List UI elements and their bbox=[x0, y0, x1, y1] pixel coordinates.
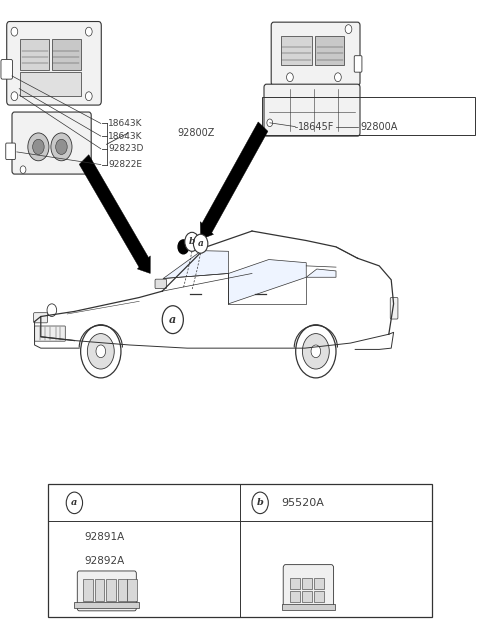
FancyBboxPatch shape bbox=[283, 565, 334, 609]
Text: 18645F: 18645F bbox=[298, 122, 334, 132]
Bar bbox=[74, 602, 139, 608]
Text: b: b bbox=[189, 237, 195, 246]
FancyBboxPatch shape bbox=[34, 313, 48, 323]
Bar bbox=[106, 579, 116, 601]
Circle shape bbox=[267, 119, 273, 127]
Text: a: a bbox=[71, 498, 78, 508]
Polygon shape bbox=[163, 251, 228, 279]
Circle shape bbox=[193, 234, 208, 253]
Circle shape bbox=[33, 139, 44, 154]
Text: 95520A: 95520A bbox=[281, 498, 324, 508]
Polygon shape bbox=[306, 269, 336, 277]
FancyBboxPatch shape bbox=[264, 84, 360, 136]
Circle shape bbox=[51, 133, 72, 161]
Bar bbox=[281, 36, 312, 65]
Circle shape bbox=[20, 166, 26, 173]
Text: a: a bbox=[198, 239, 204, 248]
Bar bbox=[52, 39, 81, 70]
FancyBboxPatch shape bbox=[155, 279, 167, 289]
Circle shape bbox=[178, 240, 189, 254]
Text: a: a bbox=[169, 314, 177, 325]
Text: 92800Z: 92800Z bbox=[178, 128, 215, 138]
Bar bbox=[314, 578, 324, 589]
Bar bbox=[302, 591, 312, 602]
Text: 18643K: 18643K bbox=[108, 119, 143, 128]
Bar bbox=[302, 578, 312, 589]
Bar bbox=[118, 579, 127, 601]
Circle shape bbox=[345, 25, 352, 34]
Bar bbox=[282, 604, 335, 610]
Circle shape bbox=[96, 345, 106, 358]
Text: 92891A: 92891A bbox=[84, 532, 124, 542]
Bar bbox=[48, 484, 432, 617]
Circle shape bbox=[185, 232, 199, 251]
Circle shape bbox=[28, 133, 49, 161]
Circle shape bbox=[66, 492, 83, 513]
Bar bbox=[314, 591, 324, 602]
Circle shape bbox=[47, 304, 57, 316]
Circle shape bbox=[11, 92, 18, 101]
Circle shape bbox=[87, 334, 114, 369]
Bar bbox=[290, 578, 300, 589]
Bar bbox=[20, 72, 81, 96]
Circle shape bbox=[11, 27, 18, 36]
Bar bbox=[127, 579, 137, 601]
Circle shape bbox=[252, 492, 268, 513]
FancyBboxPatch shape bbox=[7, 22, 101, 105]
Circle shape bbox=[81, 325, 121, 378]
Bar bbox=[20, 39, 49, 70]
FancyBboxPatch shape bbox=[77, 571, 136, 611]
Text: 92800A: 92800A bbox=[360, 122, 397, 132]
Text: 18643K: 18643K bbox=[108, 132, 143, 141]
Bar bbox=[290, 591, 300, 602]
FancyBboxPatch shape bbox=[390, 298, 398, 319]
Circle shape bbox=[311, 345, 321, 358]
FancyBboxPatch shape bbox=[6, 143, 15, 160]
Circle shape bbox=[335, 73, 341, 82]
FancyBboxPatch shape bbox=[35, 326, 65, 341]
Text: 92823D: 92823D bbox=[108, 144, 144, 153]
FancyBboxPatch shape bbox=[271, 22, 360, 85]
Polygon shape bbox=[228, 260, 306, 304]
FancyArrow shape bbox=[200, 122, 268, 239]
Circle shape bbox=[85, 92, 92, 101]
Bar bbox=[262, 97, 475, 135]
Circle shape bbox=[56, 139, 67, 154]
Circle shape bbox=[296, 325, 336, 378]
Circle shape bbox=[287, 73, 293, 82]
Bar bbox=[315, 36, 344, 65]
FancyBboxPatch shape bbox=[354, 56, 362, 72]
Bar bbox=[83, 579, 93, 601]
FancyBboxPatch shape bbox=[12, 112, 91, 174]
Text: b: b bbox=[257, 498, 264, 508]
Circle shape bbox=[302, 334, 329, 369]
Bar bbox=[95, 579, 104, 601]
Text: 92892A: 92892A bbox=[84, 556, 124, 567]
FancyArrow shape bbox=[79, 154, 150, 273]
Circle shape bbox=[85, 27, 92, 36]
Text: 92822E: 92822E bbox=[108, 160, 142, 169]
FancyBboxPatch shape bbox=[1, 60, 12, 79]
Circle shape bbox=[162, 306, 183, 334]
